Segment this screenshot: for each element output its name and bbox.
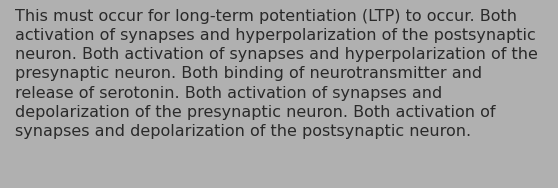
Text: This must occur for long-term potentiation (LTP) to occur. Both
activation of sy: This must occur for long-term potentiati… <box>15 9 538 139</box>
